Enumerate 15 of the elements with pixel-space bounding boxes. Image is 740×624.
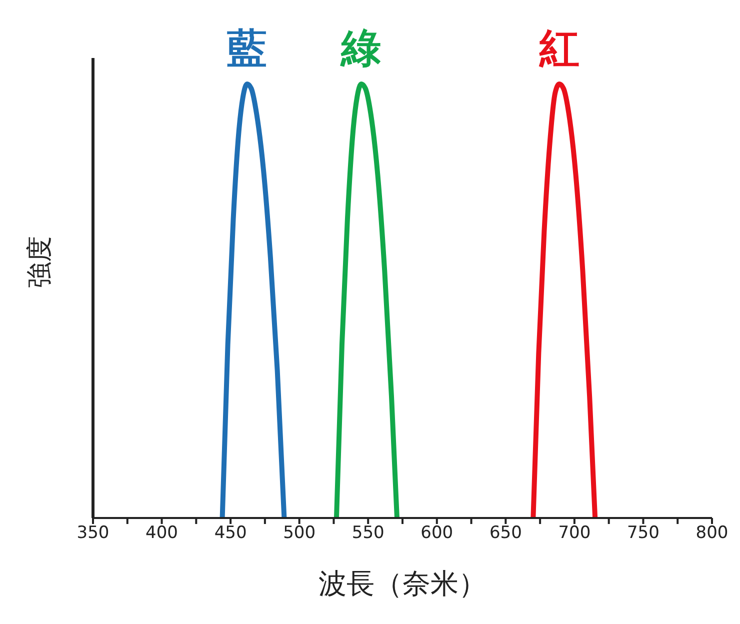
x-axis-title: 波長（奈米） bbox=[318, 567, 486, 600]
x-tick-label: 450 bbox=[214, 523, 247, 544]
x-tick-label: 700 bbox=[558, 523, 591, 544]
x-tick-label: 800 bbox=[696, 523, 728, 544]
y-axis-title: 強度 bbox=[25, 236, 56, 288]
x-tick-label: 500 bbox=[283, 523, 316, 544]
x-tick-label: 650 bbox=[489, 523, 522, 544]
series-label: 紅 bbox=[538, 26, 580, 72]
series-label: 藍 bbox=[227, 26, 268, 72]
series-label: 綠 bbox=[340, 26, 382, 72]
x-tick-label: 600 bbox=[420, 523, 454, 544]
x-tick-label: 750 bbox=[626, 523, 660, 544]
x-tick-label: 550 bbox=[352, 523, 384, 544]
x-tick-label: 350 bbox=[76, 523, 110, 544]
x-tick-label: 400 bbox=[146, 523, 178, 544]
